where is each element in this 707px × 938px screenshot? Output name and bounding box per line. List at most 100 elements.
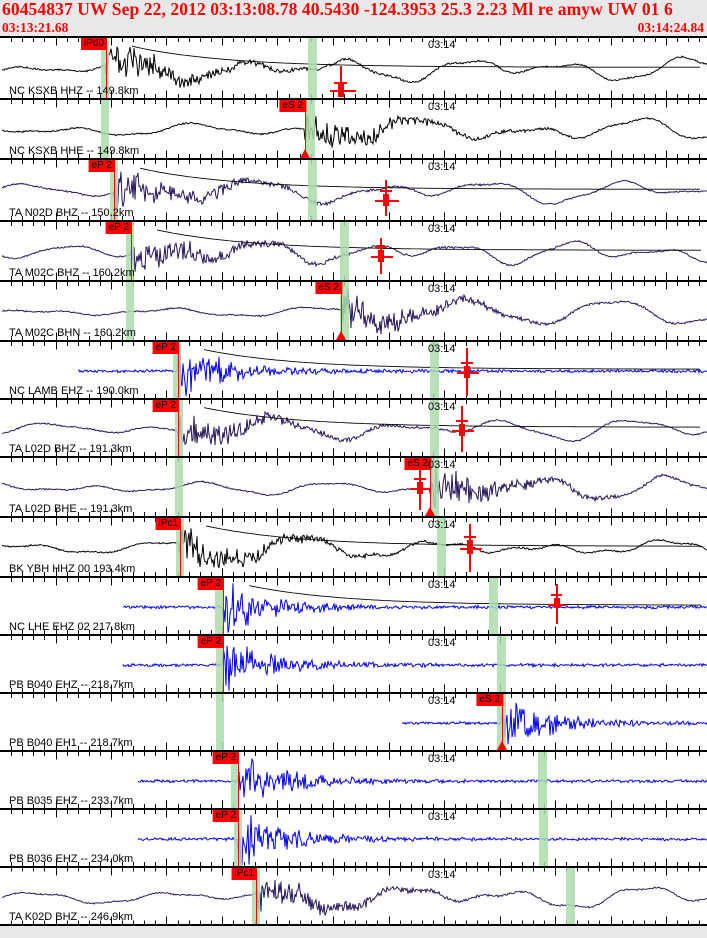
waveform-plot[interactable] bbox=[0, 38, 707, 98]
phase-window-band bbox=[175, 458, 183, 516]
amplitude-cursor-handle[interactable] bbox=[417, 482, 423, 494]
phase-window-band bbox=[437, 518, 446, 576]
station-channel-label: TA M02C BHN -- 160.2km bbox=[9, 327, 136, 339]
phase-pick-label[interactable]: iPd0 bbox=[80, 38, 107, 50]
amplitude-cursor-handle[interactable] bbox=[338, 83, 344, 97]
trace-row[interactable]: iPd0 NC KSXB HHZ -- 149.8km 03:14 bbox=[0, 36, 707, 98]
station-channel-label: TA K02D BHZ -- 246.9km bbox=[9, 911, 133, 923]
phase-pick-line[interactable] bbox=[178, 400, 179, 456]
waveform-plot[interactable] bbox=[0, 100, 707, 158]
phase-window-band bbox=[215, 578, 223, 634]
phase-pick-label[interactable]: eP 2 bbox=[88, 160, 115, 172]
phase-window-band bbox=[308, 38, 317, 98]
phase-pick-line[interactable] bbox=[238, 810, 239, 866]
phase-pick-label[interactable]: eS 2 bbox=[476, 694, 503, 706]
phase-window-band bbox=[101, 100, 109, 158]
time-axis-label: 03:14 bbox=[428, 637, 456, 649]
amplitude-cursor-handle[interactable] bbox=[467, 540, 473, 554]
phase-pick-line[interactable] bbox=[502, 694, 503, 750]
phase-window-band bbox=[173, 342, 181, 398]
waveform-plot[interactable] bbox=[0, 222, 707, 280]
waveform-plot[interactable] bbox=[0, 868, 707, 924]
time-axis-label: 03:14 bbox=[428, 459, 456, 471]
trace-panel[interactable]: iPd0 NC KSXB HHZ -- 149.8km 03:14 eS 2 NC KS… bbox=[0, 36, 707, 938]
phase-pick-line[interactable] bbox=[341, 282, 342, 340]
phase-pick-label[interactable]: eP 2 bbox=[105, 222, 132, 234]
phase-pick-label[interactable]: eP 2 bbox=[212, 810, 239, 822]
phase-window-band bbox=[430, 400, 439, 456]
waveform-plot[interactable] bbox=[0, 458, 707, 516]
time-axis-label: 03:14 bbox=[428, 39, 456, 51]
phase-window-band bbox=[126, 222, 134, 280]
trace-row[interactable]: eS 2 TA M02C BHN -- 160.2km 03:14 bbox=[0, 280, 707, 340]
station-channel-label: TA L02D BHZ -- 191.3km bbox=[9, 443, 132, 455]
phase-pick-label[interactable]: eP 2 bbox=[152, 400, 179, 412]
trace-row[interactable]: eS 2 PB B040 EH1 -- 218.7km 03:14 bbox=[0, 692, 707, 750]
station-channel-label: NC KSXB HHZ -- 149.8km bbox=[9, 85, 139, 97]
phase-window-band bbox=[216, 694, 224, 750]
phase-pick-line[interactable] bbox=[430, 458, 431, 516]
phase-pick-label[interactable]: iPc1 bbox=[155, 518, 181, 530]
trace-row[interactable]: eP 2 TA N02D BHZ -- 150.2km 03:14 bbox=[0, 158, 707, 220]
phase-window-band bbox=[497, 636, 506, 692]
waveform-plot[interactable] bbox=[0, 810, 707, 866]
amplitude-cursor-handle[interactable] bbox=[459, 424, 465, 436]
trace-row[interactable]: eP 2 TA M02C BHZ -- 160.2km 03:14 bbox=[0, 220, 707, 280]
waveform-plot[interactable] bbox=[0, 694, 707, 750]
station-channel-label: NC LAMB EHZ -- 190.0km bbox=[9, 385, 139, 397]
trace-row[interactable]: eP 2 PB B040 EHZ -- 218.7km 03:14 bbox=[0, 634, 707, 692]
phase-pick-line[interactable] bbox=[106, 38, 107, 98]
amplitude-cursor-handle[interactable] bbox=[554, 598, 560, 608]
phase-window-band bbox=[101, 38, 109, 98]
phase-pick-line[interactable] bbox=[238, 752, 239, 808]
phase-pick-label[interactable]: eS 2 bbox=[279, 100, 306, 112]
phase-window-band bbox=[175, 400, 183, 456]
time-axis-label: 03:14 bbox=[428, 519, 456, 531]
phase-pick-line[interactable] bbox=[131, 222, 132, 280]
trace-row[interactable]: eS 2 NC KSXB HHE -- 149.8km 03:14 bbox=[0, 98, 707, 158]
phase-pick-label[interactable]: eP 2 bbox=[197, 636, 224, 648]
trace-row[interactable]: iPc1 TA K02D BHZ -- 246.9km 03:14 bbox=[0, 866, 707, 926]
phase-pick-marker bbox=[425, 507, 435, 516]
trace-row[interactable]: eP 2 NC LHE EHZ 02 217.8km 03:14 bbox=[0, 576, 707, 634]
trace-row[interactable]: iPc1 BK YBH HHZ 00 193.4km 03:14 bbox=[0, 516, 707, 576]
amplitude-cursor-handle[interactable] bbox=[383, 194, 389, 206]
amplitude-cursor-handle[interactable] bbox=[378, 250, 384, 262]
phase-pick-line[interactable] bbox=[180, 518, 181, 576]
phase-pick-line[interactable] bbox=[223, 578, 224, 634]
phase-window-band bbox=[430, 458, 439, 516]
trace-row[interactable]: eP 2 PB B036 EHZ -- 234.0km 03:14 bbox=[0, 808, 707, 866]
phase-pick-label[interactable]: eP 2 bbox=[212, 752, 239, 764]
phase-pick-label[interactable]: eP 2 bbox=[197, 578, 224, 590]
time-axis-label: 03:14 bbox=[428, 283, 456, 295]
phase-pick-marker bbox=[300, 149, 310, 158]
amplitude-cursor-cap bbox=[456, 420, 468, 422]
amplitude-cursor-handle[interactable] bbox=[464, 366, 470, 378]
trace-row[interactable]: eP 2 NC LAMB EHZ -- 190.0km 03:14 bbox=[0, 340, 707, 398]
phase-pick-line[interactable] bbox=[305, 100, 306, 158]
station-channel-label: PB B036 EHZ -- 234.0km bbox=[9, 853, 134, 865]
phase-pick-line[interactable] bbox=[223, 636, 224, 692]
window-end-time: 03:14:24.84 bbox=[637, 20, 704, 35]
phase-pick-line[interactable] bbox=[178, 342, 179, 398]
amplitude-cursor-line[interactable] bbox=[340, 66, 342, 96]
phase-pick-label[interactable]: iPc1 bbox=[231, 868, 257, 880]
phase-pick-label[interactable]: eP 2 bbox=[152, 342, 179, 354]
station-channel-label: TA N02D BHZ -- 150.2km bbox=[9, 207, 134, 219]
phase-window-band bbox=[538, 752, 547, 808]
phase-window-band bbox=[489, 578, 498, 634]
trace-row[interactable]: eP 2 TA L02D BHZ -- 191.3km 03:14 bbox=[0, 398, 707, 456]
station-channel-label: TA L02D BHE -- 191.3km bbox=[9, 503, 133, 515]
trace-row[interactable]: eS 2 TA L02D BHE -- 191.3km 03:14 bbox=[0, 456, 707, 516]
phase-pick-line[interactable] bbox=[256, 868, 257, 924]
phase-window-band bbox=[497, 694, 506, 750]
waveform-plot[interactable] bbox=[0, 160, 707, 220]
waveform-plot[interactable] bbox=[0, 342, 707, 398]
phase-pick-label[interactable]: eS 2 bbox=[404, 458, 431, 470]
amplitude-cursor-cap bbox=[380, 190, 392, 192]
trace-row[interactable]: eP 2 PB B035 EHZ -- 233.7km 03:14 bbox=[0, 750, 707, 808]
phase-pick-label[interactable]: eS 2 bbox=[315, 282, 342, 294]
phase-pick-line[interactable] bbox=[114, 160, 115, 220]
phase-window-band bbox=[308, 160, 317, 220]
